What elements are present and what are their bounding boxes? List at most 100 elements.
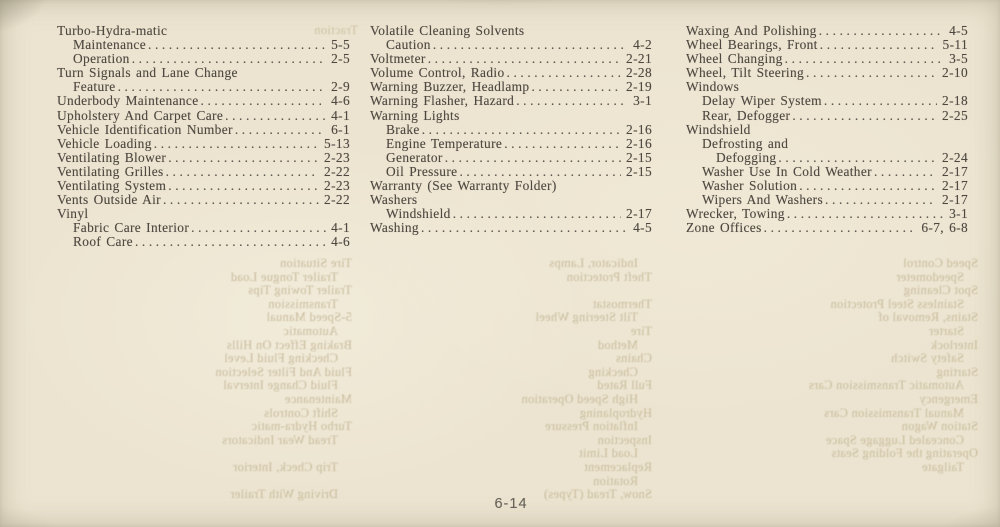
entry-page-ref: 4-6 xyxy=(331,93,350,109)
index-entry: Roof Care 4-6 xyxy=(57,235,350,249)
dot-leader xyxy=(806,66,937,80)
dot-leader xyxy=(428,52,621,66)
index-entry: Vehicle Loading 5-13 xyxy=(57,136,350,151)
dot-leader xyxy=(168,179,319,193)
entry-label: Brake xyxy=(386,121,420,137)
index-entry: Generator 2-15 xyxy=(370,150,652,165)
entry-page-ref: 2-17 xyxy=(626,206,652,222)
entry-label: Defogging xyxy=(716,149,777,165)
index-entry: Washer Use In Cold Weather 2-17 xyxy=(686,164,968,179)
entry-page-ref: 2-21 xyxy=(626,51,652,67)
entry-label: Vinyl xyxy=(57,206,89,222)
index-entry: Vinyl xyxy=(57,207,350,221)
index-entry: Washer Solution 2-17 xyxy=(686,178,968,194)
entry-label: Washing xyxy=(370,220,419,236)
index-entry: Ventilating Blower 2-23 xyxy=(57,149,350,165)
index-entry: Zone Offices 6-7, 6-8 xyxy=(686,221,968,235)
index-entry: Delay Wiper System 2-18 xyxy=(686,94,968,108)
entry-label: Warning Flasher, Hazard xyxy=(370,93,515,109)
dot-leader xyxy=(531,80,621,94)
entry-page-ref: 4-1 xyxy=(331,220,350,236)
entry-label: Windows xyxy=(686,79,740,95)
entry-page-ref: 5-5 xyxy=(331,37,350,53)
entry-label: Wheel Bearings, Front xyxy=(686,37,818,53)
entry-label: Washers xyxy=(370,192,418,208)
entry-page-ref: 3-5 xyxy=(949,51,968,67)
entry-page-ref: 2-22 xyxy=(324,192,350,208)
index-entry: Upholstery And Carpet Care 4-1 xyxy=(57,108,350,123)
entry-label: Caution xyxy=(386,37,431,53)
index-entry: Defrosting and xyxy=(686,136,968,151)
index-entry: Feature 2-9 xyxy=(57,80,350,94)
entry-page-ref: 2-18 xyxy=(942,93,968,109)
index-entry: Wrecker, Towing 3-1 xyxy=(686,207,968,221)
entry-page-ref: 2-17 xyxy=(942,178,968,194)
index-entry: Wheel Changing 3-5 xyxy=(686,52,968,66)
entry-page-ref: 4-5 xyxy=(633,220,652,236)
entry-page-ref: 2-25 xyxy=(942,107,968,123)
index-entry: Operation 2-5 xyxy=(57,52,350,66)
dot-leader xyxy=(132,52,326,66)
entry-label: Oil Pressure xyxy=(386,163,458,179)
dot-leader xyxy=(135,235,326,249)
dot-leader xyxy=(421,221,628,235)
entry-label: Wipers And Washers xyxy=(702,192,824,208)
entry-page-ref: 2-16 xyxy=(626,121,652,137)
entry-label: Vehicle Identification Number xyxy=(57,121,233,137)
dot-leader xyxy=(154,137,319,151)
entry-label: Zone Offices xyxy=(686,220,762,236)
dot-leader xyxy=(422,123,621,137)
index-entry: Warning Lights xyxy=(370,108,652,123)
index-entry: Engine Temperature 2-16 xyxy=(370,135,652,151)
index-entry: Volatile Cleaning Solvents xyxy=(370,23,652,38)
index-entry: Wheel Bearings, Front 5-11 xyxy=(686,37,968,53)
dot-leader xyxy=(118,80,326,94)
entry-label: Delay Wiper System xyxy=(702,93,822,109)
entry-label: Ventilating Grilles xyxy=(57,163,164,179)
entry-label: Rear, Defogger xyxy=(702,107,791,123)
entry-page-ref: 6-7, 6-8 xyxy=(921,220,968,236)
entry-label: Engine Temperature xyxy=(386,135,503,151)
dot-leader xyxy=(825,193,937,207)
index-entry: Washing 4-5 xyxy=(370,221,652,235)
entry-page-ref: 4-2 xyxy=(633,37,652,53)
entry-label: Warning Buzzer, Headlamp xyxy=(370,79,530,95)
entry-page-ref: 2-17 xyxy=(942,192,968,208)
index-entry: Caution 4-2 xyxy=(370,37,652,53)
index-entry: Brake 2-16 xyxy=(370,121,652,137)
entry-label: Turn Signals and Lane Change xyxy=(57,65,238,81)
entry-page-ref: 2-23 xyxy=(324,149,350,165)
dot-leader xyxy=(168,151,319,165)
index-entry: Windows xyxy=(686,80,968,94)
dot-leader xyxy=(820,38,938,52)
entry-label: Ventilating System xyxy=(57,178,167,194)
entry-page-ref: 6-1 xyxy=(331,121,350,137)
index-entry: Voltmeter 2-21 xyxy=(370,52,652,66)
index-entry: Warranty (See Warranty Folder) xyxy=(370,178,652,193)
entry-page-ref: 2-15 xyxy=(626,163,652,179)
entry-label: Volume Control, Radio xyxy=(370,65,505,81)
dot-leader xyxy=(433,38,628,52)
entry-page-ref: 2-5 xyxy=(331,51,350,67)
entry-label: Operation xyxy=(73,51,130,67)
dot-leader xyxy=(166,165,319,179)
dot-leader xyxy=(507,66,622,80)
dot-leader xyxy=(163,193,319,207)
entry-page-ref: 2-9 xyxy=(331,79,350,95)
dot-leader xyxy=(148,38,326,52)
dot-leader xyxy=(799,179,937,193)
index-entry: Turbo-Hydra-matic xyxy=(57,23,350,38)
index-entry: Warning Flasher, Hazard 3-1 xyxy=(370,94,652,108)
index-entry: Warning Buzzer, Headlamp 2-19 xyxy=(370,80,652,94)
dot-leader xyxy=(874,165,937,179)
entry-page-ref: 5-11 xyxy=(942,37,968,53)
index-entry: Fabric Care Interior 4-1 xyxy=(57,221,350,235)
dot-leader xyxy=(235,123,326,137)
index-entry: Vents Outside Air 2-22 xyxy=(57,193,350,207)
entry-page-ref: 2-22 xyxy=(324,163,350,179)
index-entry: Windshield xyxy=(686,122,968,137)
dot-leader xyxy=(445,151,621,165)
